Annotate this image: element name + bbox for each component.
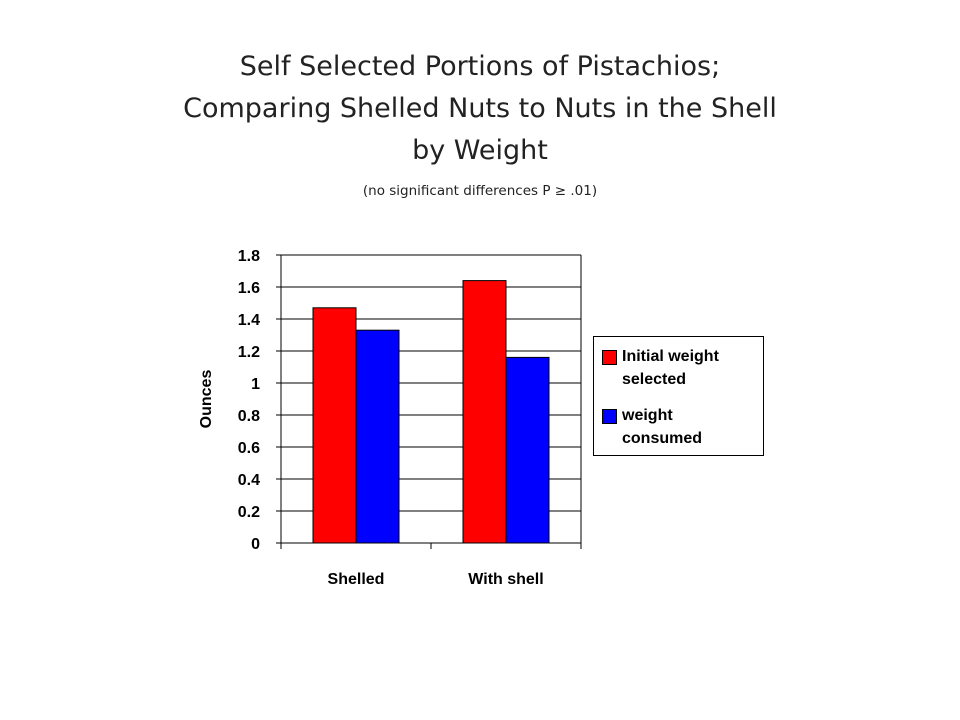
y-tick-label: 0.8 bbox=[238, 408, 260, 425]
y-axis-label: Ounces bbox=[198, 370, 215, 429]
title-line-1: Self Selected Portions of Pistachios; bbox=[239, 51, 721, 82]
bar-consumed bbox=[505, 356, 550, 544]
x-tick-label: With shell bbox=[468, 571, 543, 588]
y-tick-label: 1.4 bbox=[238, 312, 260, 329]
legend-label-consumed: weight consumed bbox=[622, 407, 703, 447]
y-tick-label: 0 bbox=[251, 536, 260, 553]
y-tick-label: 1 bbox=[251, 376, 260, 393]
title-line-2: Comparing Shelled Nuts to Nuts in the Sh… bbox=[183, 93, 777, 124]
y-tick-label: 1.2 bbox=[238, 344, 260, 361]
y-tick-label: 0.2 bbox=[238, 504, 260, 521]
legend-label-initial: Initial weight selected bbox=[622, 348, 719, 388]
bar-initial bbox=[312, 307, 357, 544]
title-line-3: by Weight bbox=[412, 135, 548, 166]
y-tick-label: 0.6 bbox=[238, 440, 260, 457]
y-tick-label: 1.6 bbox=[238, 280, 260, 297]
legend-swatch-consumed bbox=[602, 409, 617, 424]
y-tick-label: 1.8 bbox=[238, 248, 260, 265]
legend-swatch-initial bbox=[602, 350, 617, 365]
x-tick-label: Shelled bbox=[328, 571, 385, 588]
chart-title: Self Selected Portions of Pistachios; Co… bbox=[0, 46, 960, 172]
bar-consumed bbox=[355, 329, 400, 544]
bar-initial bbox=[462, 280, 507, 544]
legend: Initial weight selected weight consumed bbox=[593, 336, 764, 456]
chart-subtitle: (no significant differences P ≥ .01) bbox=[362, 183, 598, 199]
y-tick-label: 0.4 bbox=[238, 472, 260, 489]
